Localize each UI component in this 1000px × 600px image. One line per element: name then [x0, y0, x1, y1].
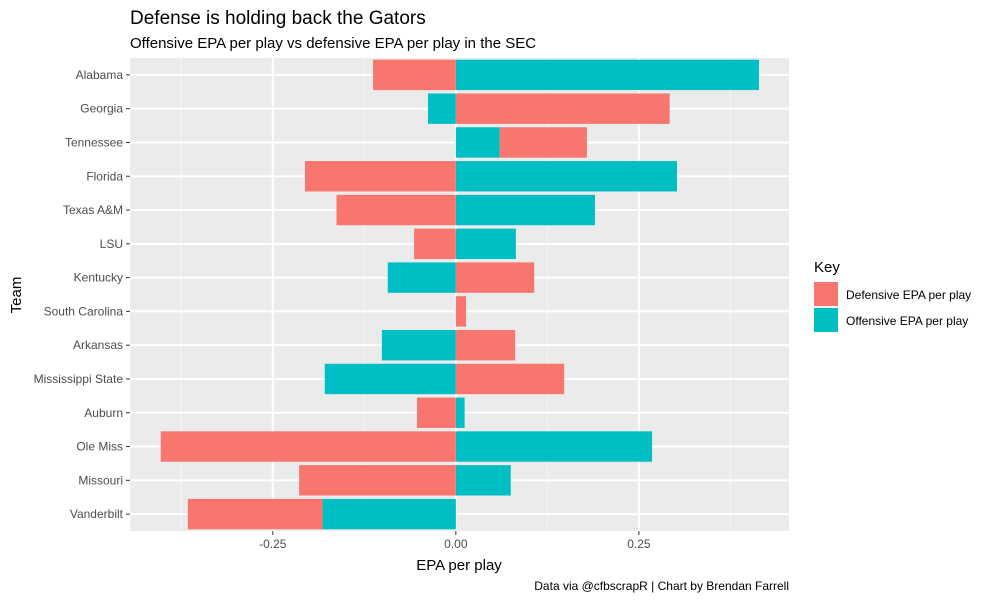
x-axis: -0.25 0.00 0.25	[259, 531, 651, 551]
bar-defensive	[160, 431, 456, 462]
bar-offensive	[455, 465, 511, 496]
legend-label-defensive: Defensive EPA per play	[846, 288, 971, 302]
bar-offensive	[381, 329, 456, 361]
bars	[160, 59, 759, 530]
chart-caption: Data via @cfbscrapR | Chart by Brendan F…	[534, 579, 789, 593]
bar-defensive	[455, 329, 516, 361]
y-tick-label: Arkansas	[73, 338, 123, 352]
bar-offensive	[455, 397, 465, 428]
y-tick-label: Mississippi State	[34, 372, 124, 386]
bar-defensive	[417, 397, 456, 428]
y-tick-label: Missouri	[78, 473, 123, 487]
legend-swatch-defensive	[814, 282, 838, 306]
bar-offensive	[455, 59, 759, 91]
bar-defensive	[373, 59, 456, 91]
x-tick-label: 0.00	[444, 537, 468, 551]
y-tick-label: LSU	[100, 237, 123, 251]
x-tick-label: -0.25	[259, 537, 287, 551]
legend: Key Defensive EPA per play Offensive EPA…	[814, 259, 971, 332]
chart-subtitle: Offensive EPA per play vs defensive EPA …	[130, 35, 536, 52]
bar-offensive	[455, 194, 595, 226]
bar-offensive	[455, 161, 677, 192]
bar-defensive	[499, 127, 587, 158]
legend-title: Key	[814, 259, 840, 276]
bar-defensive	[187, 498, 323, 530]
bar-defensive	[336, 194, 456, 226]
bar-defensive	[455, 262, 535, 293]
y-tick-label: South Carolina	[44, 304, 124, 318]
y-tick-label: Tennessee	[65, 135, 123, 149]
x-axis-title: EPA per play	[416, 557, 502, 574]
y-tick-label: Alabama	[76, 68, 124, 82]
y-axis-title: Team	[8, 277, 25, 314]
chart-title: Defense is holding back the Gators	[130, 8, 426, 29]
bar-offensive	[455, 431, 653, 462]
bar-defensive	[455, 93, 670, 124]
y-tick-label: Ole Miss	[76, 440, 123, 454]
legend-label-offensive: Offensive EPA per play	[846, 314, 968, 328]
y-tick-label: Kentucky	[74, 271, 123, 285]
bar-defensive	[455, 363, 565, 395]
legend-swatch-offensive	[814, 308, 838, 332]
y-axis: Alabama Georgia Tennessee Florida Texas A&M L…	[34, 68, 130, 521]
bar-offensive	[387, 262, 456, 293]
y-tick-label: Auburn	[84, 406, 123, 420]
y-tick-label: Georgia	[80, 102, 123, 116]
bar-offensive	[324, 363, 456, 395]
bar-defensive	[305, 161, 456, 192]
bar-offensive	[455, 127, 500, 158]
x-tick-label: 0.25	[627, 537, 651, 551]
bar-defensive	[455, 296, 467, 327]
y-tick-label: Texas A&M	[63, 203, 123, 217]
y-tick-label: Vanderbilt	[70, 507, 124, 521]
y-tick-label: Florida	[86, 169, 123, 183]
bar-offensive	[428, 93, 456, 124]
bar-defensive	[414, 228, 456, 260]
bar-defensive	[299, 465, 456, 496]
bar-offensive	[455, 228, 516, 260]
bar-offensive	[322, 498, 456, 530]
